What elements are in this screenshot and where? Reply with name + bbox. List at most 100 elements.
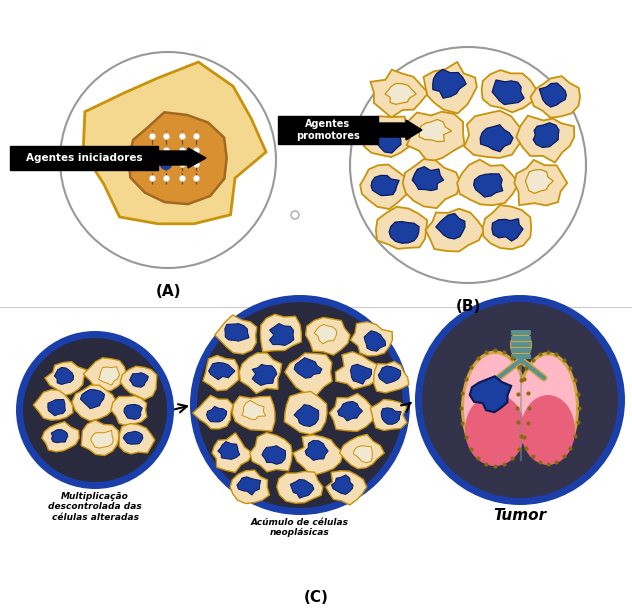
- Text: Agentes iniciadores: Agentes iniciadores: [26, 153, 142, 163]
- Text: Tumor: Tumor: [494, 508, 547, 523]
- Polygon shape: [480, 125, 513, 152]
- Circle shape: [197, 302, 403, 508]
- FancyArrow shape: [158, 148, 206, 168]
- Polygon shape: [514, 160, 568, 205]
- Polygon shape: [381, 408, 401, 424]
- Polygon shape: [285, 353, 332, 395]
- FancyBboxPatch shape: [511, 354, 531, 359]
- Polygon shape: [331, 475, 353, 494]
- Polygon shape: [250, 432, 292, 472]
- Text: (C): (C): [303, 590, 329, 605]
- Polygon shape: [294, 405, 319, 426]
- Text: Acúmulo de células
neoplásicas: Acúmulo de células neoplásicas: [251, 518, 349, 538]
- Polygon shape: [465, 111, 527, 158]
- Polygon shape: [42, 422, 79, 452]
- FancyArrow shape: [378, 120, 422, 140]
- Polygon shape: [314, 325, 337, 344]
- Polygon shape: [457, 160, 519, 205]
- Polygon shape: [389, 221, 419, 243]
- Polygon shape: [111, 396, 147, 426]
- Polygon shape: [370, 399, 407, 430]
- FancyBboxPatch shape: [10, 146, 158, 170]
- Polygon shape: [123, 431, 143, 444]
- Ellipse shape: [461, 351, 529, 466]
- Polygon shape: [284, 391, 327, 434]
- Polygon shape: [425, 208, 484, 252]
- Polygon shape: [339, 434, 384, 469]
- FancyBboxPatch shape: [511, 348, 531, 353]
- Polygon shape: [370, 69, 428, 117]
- Polygon shape: [230, 470, 269, 504]
- Polygon shape: [492, 80, 524, 105]
- Text: (A): (A): [155, 284, 181, 299]
- Polygon shape: [33, 390, 73, 420]
- Polygon shape: [353, 446, 372, 463]
- Text: (B): (B): [455, 299, 481, 314]
- Polygon shape: [293, 435, 343, 476]
- Polygon shape: [436, 213, 465, 239]
- Polygon shape: [376, 207, 427, 249]
- Polygon shape: [262, 446, 286, 464]
- Polygon shape: [378, 366, 401, 384]
- Polygon shape: [539, 83, 566, 107]
- Circle shape: [422, 302, 618, 498]
- Polygon shape: [326, 470, 367, 505]
- Polygon shape: [374, 127, 401, 153]
- Polygon shape: [423, 62, 477, 113]
- Polygon shape: [492, 219, 523, 241]
- Polygon shape: [374, 362, 409, 393]
- Polygon shape: [363, 116, 411, 157]
- Polygon shape: [45, 362, 87, 396]
- Polygon shape: [99, 367, 119, 385]
- Polygon shape: [54, 367, 73, 384]
- Circle shape: [350, 47, 586, 283]
- Polygon shape: [269, 323, 294, 346]
- Polygon shape: [385, 84, 416, 105]
- Polygon shape: [218, 442, 240, 459]
- Polygon shape: [412, 167, 444, 191]
- Polygon shape: [124, 405, 142, 419]
- Polygon shape: [91, 430, 113, 448]
- FancyBboxPatch shape: [511, 342, 531, 347]
- Polygon shape: [128, 113, 227, 204]
- Circle shape: [291, 211, 299, 219]
- Polygon shape: [364, 331, 386, 351]
- FancyBboxPatch shape: [278, 116, 378, 144]
- Polygon shape: [530, 76, 580, 117]
- Ellipse shape: [464, 354, 526, 462]
- Polygon shape: [209, 362, 235, 379]
- Ellipse shape: [510, 330, 532, 360]
- Polygon shape: [82, 420, 119, 456]
- Polygon shape: [130, 373, 149, 387]
- Circle shape: [190, 295, 410, 515]
- Polygon shape: [277, 472, 323, 503]
- Polygon shape: [294, 358, 322, 378]
- Polygon shape: [305, 440, 328, 461]
- Polygon shape: [470, 376, 511, 412]
- Polygon shape: [260, 314, 301, 352]
- Polygon shape: [242, 400, 265, 419]
- Ellipse shape: [521, 395, 575, 465]
- Text: Agentes
promotores: Agentes promotores: [296, 119, 360, 141]
- Polygon shape: [193, 395, 233, 429]
- Polygon shape: [237, 477, 260, 495]
- Polygon shape: [419, 119, 452, 141]
- Polygon shape: [306, 317, 350, 355]
- Polygon shape: [240, 353, 282, 394]
- Polygon shape: [51, 429, 68, 443]
- Polygon shape: [252, 365, 277, 386]
- Circle shape: [16, 331, 174, 489]
- Polygon shape: [406, 112, 465, 162]
- Polygon shape: [290, 480, 314, 498]
- Polygon shape: [403, 159, 461, 208]
- Polygon shape: [212, 433, 252, 472]
- Circle shape: [415, 295, 625, 505]
- Circle shape: [60, 52, 276, 268]
- Polygon shape: [371, 175, 399, 196]
- Polygon shape: [351, 322, 392, 356]
- Polygon shape: [337, 402, 363, 421]
- Polygon shape: [483, 205, 531, 249]
- Polygon shape: [83, 62, 266, 224]
- Polygon shape: [473, 174, 503, 197]
- Circle shape: [23, 338, 167, 482]
